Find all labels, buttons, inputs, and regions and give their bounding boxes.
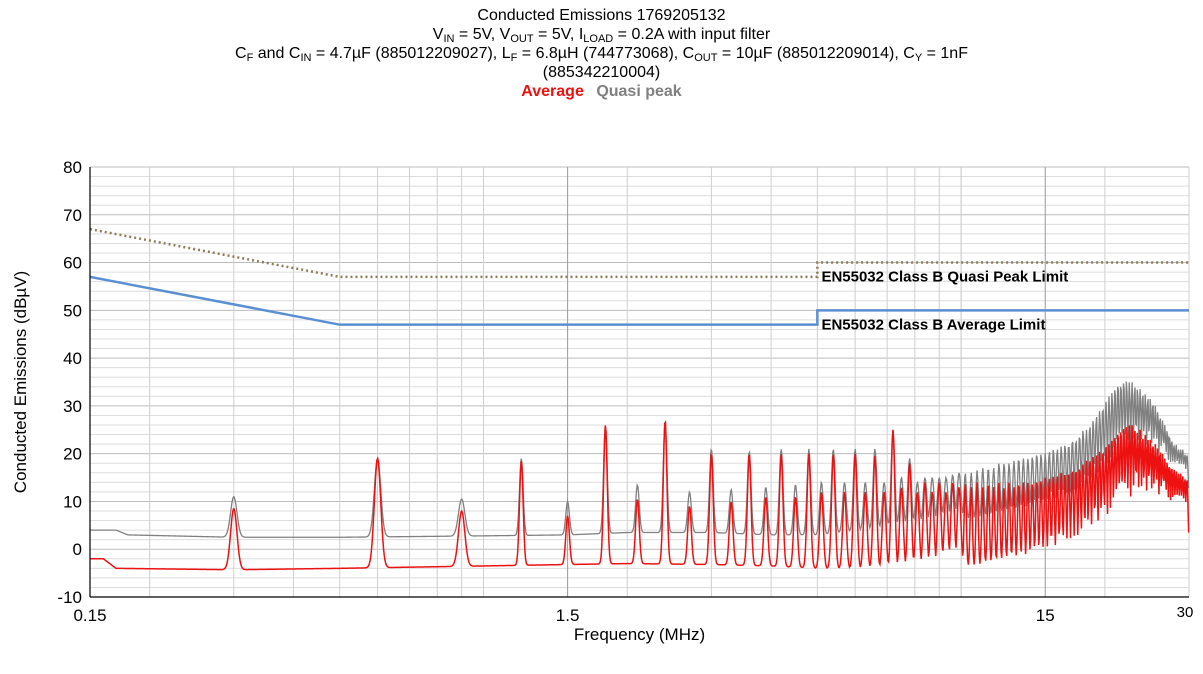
y-tick-label: 80 <box>63 158 82 177</box>
average-series-line <box>90 419 1190 571</box>
chart-title-block: Conducted Emissions 1769205132 VIN = 5V,… <box>0 6 1203 102</box>
y-tick-label: 10 <box>63 492 82 511</box>
y-tick-label: 50 <box>63 301 82 320</box>
y-tick-label: 0 <box>73 540 82 559</box>
average-limit-line <box>89 275 1189 326</box>
qp-limit-line <box>89 227 1189 279</box>
chart-subtitle-components: CF and CIN = 4.7µF (885012209027), LF = … <box>235 45 968 64</box>
x-tick-label: 1.5 <box>556 606 580 625</box>
x-axis-title: Frequency (MHz) <box>574 625 705 644</box>
chart-subtitle-part-number: (885342210004) <box>542 64 661 81</box>
y-tick-label: -10 <box>57 588 82 607</box>
grid-lines <box>90 166 1190 598</box>
average-limit-label: EN55032 Class B Average Limit <box>821 316 1045 333</box>
qp-limit-label: EN55032 Class B Quasi Peak Limit <box>821 269 1068 286</box>
y-tick-label: 30 <box>63 397 82 416</box>
y-tick-label: 60 <box>63 254 82 273</box>
x-tick-label: 30 <box>1177 604 1194 621</box>
y-tick-label: 70 <box>63 206 82 225</box>
legend-average: Average <box>521 83 584 100</box>
chart-title: Conducted Emissions 1769205132 <box>477 7 726 24</box>
quasi-peak-series-line <box>90 381 1190 538</box>
x-tick-label: 15 <box>1036 606 1055 625</box>
legend-quasi-peak: Quasi peak <box>596 83 682 100</box>
y-tick-label: 20 <box>63 445 82 464</box>
chart-subtitle-conditions: VIN = 5V, VOUT = 5V, ILOAD = 0.2A with i… <box>432 26 771 45</box>
legend: Average Quasi peak <box>0 82 1203 102</box>
y-tick-label: 40 <box>63 349 82 368</box>
x-tick-label: 0.15 <box>73 606 106 625</box>
y-axis-title: Conducted Emissions (dBµV) <box>11 271 30 493</box>
